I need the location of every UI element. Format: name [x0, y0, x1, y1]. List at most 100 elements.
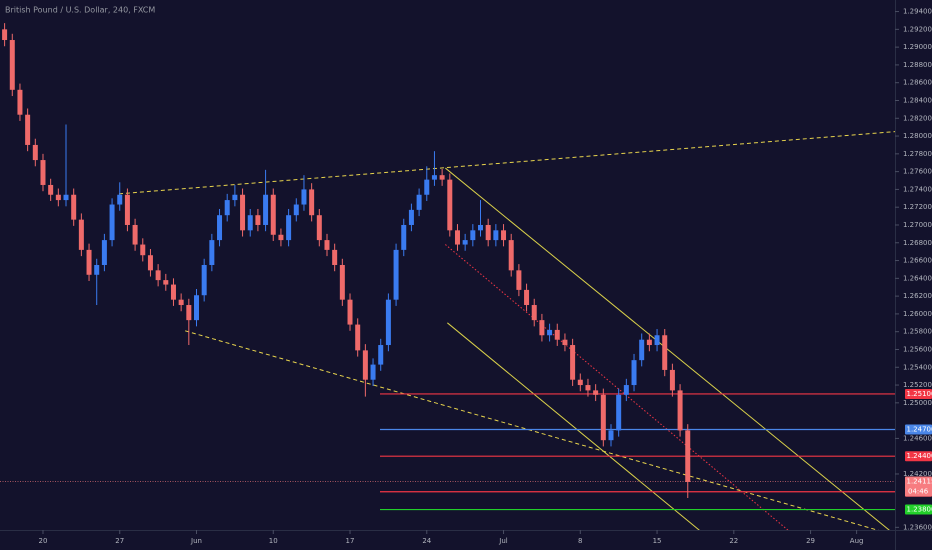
candle-body [493, 230, 499, 241]
y-tick-label: 1.29400 [903, 8, 932, 16]
x-tick-label: 22 [729, 537, 738, 545]
candle-body [17, 89, 23, 115]
x-tick-label: Jun [190, 537, 202, 545]
candle-body [562, 339, 568, 346]
candle-body [501, 230, 507, 241]
candle-body [347, 299, 353, 325]
candle-body [531, 305, 537, 321]
candle-body [163, 280, 169, 285]
y-tick-label: 1.27400 [903, 185, 932, 193]
candle-body [677, 390, 683, 431]
candle-body [516, 270, 522, 290]
candle-body [577, 379, 583, 386]
x-tick-label: 8 [578, 537, 582, 545]
y-tick-label: 1.28000 [903, 132, 932, 140]
candle-body [508, 240, 514, 271]
y-tick-label: 1.29000 [903, 43, 932, 51]
candle-body [9, 40, 15, 90]
price-level-tag [905, 451, 932, 462]
y-tick-label: 1.29200 [903, 25, 932, 33]
y-tick-label: 1.26000 [903, 310, 932, 318]
candle-body [124, 194, 130, 225]
candle-body [339, 265, 345, 300]
y-tick-label: 1.23600 [903, 523, 932, 531]
x-tick-label: Jul [498, 537, 508, 545]
candle-body [408, 209, 414, 225]
candle-body [94, 265, 100, 275]
y-tick-label: 1.26800 [903, 239, 932, 247]
candle-body [140, 244, 146, 256]
candle-body [101, 240, 107, 265]
candle-body [447, 179, 453, 231]
plot-area [0, 23, 895, 530]
x-tick-label: 24 [422, 537, 431, 545]
y-tick-label: 1.25000 [903, 399, 932, 407]
candle-body [132, 224, 138, 245]
candle-body [247, 215, 253, 231]
y-tick-label: 1.26600 [903, 257, 932, 265]
candle-body [25, 114, 31, 145]
candle-body [393, 249, 399, 300]
candle-body [593, 390, 599, 395]
candle-body [547, 329, 553, 336]
candle-body [424, 179, 430, 195]
candle-body [401, 224, 407, 250]
candle-body [155, 270, 161, 281]
candle-body [78, 219, 84, 250]
candle-body [370, 364, 376, 380]
y-tick-label: 1.27800 [903, 150, 932, 158]
candle-body [217, 215, 223, 241]
trend-line [445, 167, 890, 530]
x-tick-label: 20 [39, 537, 48, 545]
candle-body [662, 335, 668, 370]
y-tick-label: 1.27200 [903, 203, 932, 211]
y-tick-label: 1.25600 [903, 345, 932, 353]
candle-body [109, 204, 115, 241]
candle-body [63, 194, 69, 201]
candle-body [654, 335, 660, 346]
price-level-tag [905, 424, 932, 435]
y-tick-label: 1.28200 [903, 114, 932, 122]
candle-body [631, 360, 637, 386]
x-tick-label: 10 [269, 537, 278, 545]
candle-body [48, 184, 54, 195]
candle-body [32, 144, 38, 161]
candle-body [685, 430, 691, 482]
candle-body [40, 160, 46, 185]
candle-body [524, 289, 530, 306]
countdown-label: 04:46 [908, 488, 929, 496]
candle-body [240, 194, 246, 231]
y-tick-label: 1.24600 [903, 434, 932, 442]
y-tick-label: 1.25800 [903, 328, 932, 336]
candle-body [201, 265, 207, 296]
candle-body [332, 249, 338, 265]
candle-body [439, 175, 445, 180]
y-tick-label: 1.28400 [903, 96, 932, 104]
candle-body [616, 394, 622, 431]
candle-body [178, 299, 184, 306]
candle-body [293, 204, 299, 216]
x-tick-label: 29 [806, 537, 815, 545]
y-tick-label: 1.27000 [903, 221, 932, 229]
candle-body [117, 194, 123, 205]
price-level-tag [905, 388, 932, 399]
candle-body [570, 345, 576, 380]
candle-body [470, 230, 476, 241]
candle-body [608, 430, 614, 441]
y-tick-label: 1.27600 [903, 168, 932, 176]
last-price-tag [905, 476, 932, 497]
candle-body [301, 189, 307, 205]
y-tick-label: 1.26200 [903, 292, 932, 300]
candle-body [454, 230, 460, 245]
chart-title: British Pound / U.S. Dollar, 240, FXCM [5, 6, 155, 15]
candle-body [86, 249, 92, 275]
candle-body [170, 284, 176, 300]
candle-body [416, 194, 422, 210]
price-level-label: 1.24700 [907, 426, 932, 434]
candle-body [639, 339, 645, 361]
y-tick-label: 1.28800 [903, 61, 932, 69]
price-level-tag [905, 504, 932, 515]
x-tick-label: 27 [115, 537, 124, 545]
price-level-label: 1.25100 [907, 390, 932, 398]
